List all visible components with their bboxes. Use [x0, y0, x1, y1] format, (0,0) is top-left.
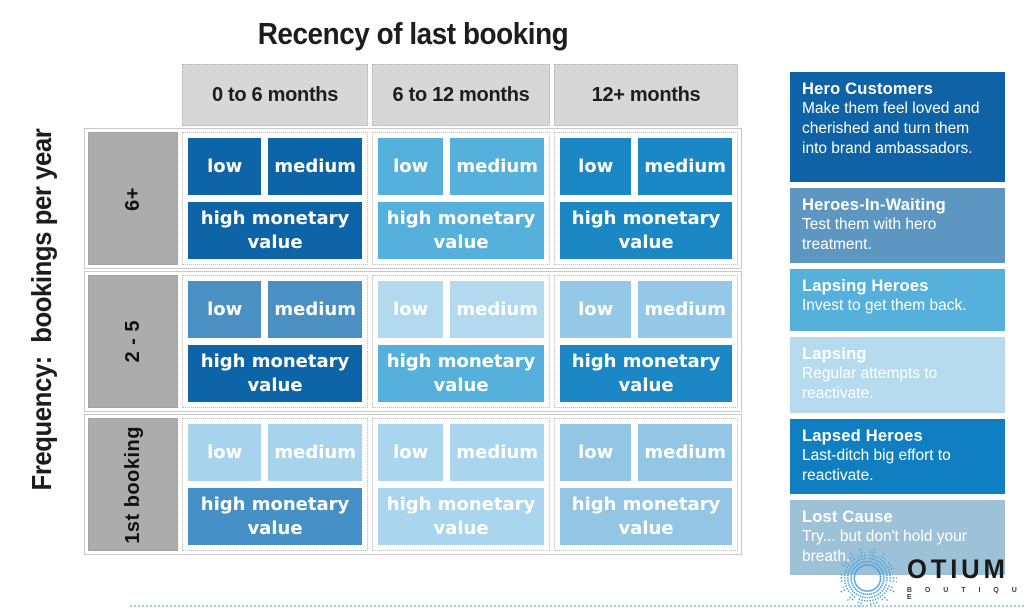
matrix-cell: low medium high monetary value [554, 275, 738, 408]
tile-low: low [378, 424, 444, 481]
tile-high: high monetary value [188, 345, 362, 402]
matrix-cell: low medium high monetary value [372, 275, 550, 408]
tile-medium: medium [638, 281, 732, 338]
legend-block: Lost Cause Try... but don't hold your bre… [790, 499, 1005, 576]
logo-subtitle: B O U T I Q U E [906, 586, 1023, 601]
tile-high: high monetary value [378, 202, 544, 259]
tile-high: high monetary value [188, 488, 362, 545]
tile-high: high monetary value [378, 488, 544, 545]
matrix-row: 2 - 5 low medium high monetary value low medi… [84, 271, 742, 412]
tile-high: high monetary value [560, 202, 732, 259]
tile-medium: medium [638, 424, 732, 481]
legend-block: Lapsing Regular attempts to reactivate. [790, 337, 1005, 413]
matrix-body: 6+ low medium high monetary value low medium h… [84, 128, 742, 555]
matrix-cell: low medium high monetary value [182, 132, 368, 265]
tile-low: low [560, 281, 632, 338]
legend-title: Lapsing Heroes [802, 277, 929, 296]
tile-low: low [188, 424, 262, 481]
matrix-cell: low medium high monetary value [554, 132, 738, 265]
row-header-label: 6+ [121, 186, 144, 211]
matrix-row: 6+ low medium high monetary value low medium h… [84, 128, 742, 269]
legend-title: Lapsing [802, 345, 867, 364]
tile-low: low [188, 138, 262, 195]
row-header: 2 - 5 [88, 275, 178, 408]
matrix-cell: low medium high monetary value [182, 275, 368, 408]
logo-text-block: OTIUM B O U T I Q U E [906, 553, 1024, 601]
logo-text: OTIUM [906, 553, 1009, 584]
tile-medium: medium [450, 138, 544, 195]
column-header: 12+ months [554, 64, 738, 126]
tile-medium: medium [450, 281, 544, 338]
legend-body: Invest to get them back. [802, 297, 967, 315]
row-header-label: 1st booking [121, 425, 144, 544]
matrix-row: 1st booking low medium high monetary value l… [84, 414, 742, 555]
matrix-cell: low medium high monetary value [372, 132, 550, 265]
tile-high: high monetary value [188, 202, 362, 259]
tile-medium: medium [638, 138, 732, 195]
legend-body: Regular attempts to reactivate. [802, 365, 938, 403]
legend-block: Hero Customers Make them feel loved and c… [790, 72, 1005, 182]
legend-title: Lost Cause [802, 507, 893, 526]
y-axis-label-container: Frequency: bookings per year [2, 64, 82, 555]
row-header: 1st booking [88, 418, 178, 551]
tile-medium: medium [268, 424, 362, 481]
tile-medium: medium [268, 138, 362, 195]
matrix-cell: low medium high monetary value [554, 418, 738, 551]
legend-body: Last-ditch big effort to reactivate. [802, 446, 951, 484]
matrix-cell: low medium high monetary value [372, 418, 550, 551]
legend-block: Lapsing Heroes Invest to get them back. [790, 269, 1005, 332]
row-header: 6+ [88, 132, 178, 265]
tile-low: low [378, 138, 444, 195]
tile-low: low [560, 138, 632, 195]
tile-low: low [560, 424, 632, 481]
column-header: 6 to 12 months [372, 64, 550, 126]
tile-high: high monetary value [560, 345, 732, 402]
legend-body: Test them with hero treatment. [802, 216, 937, 254]
column-headers: 0 to 6 months 6 to 12 months 12+ months [182, 64, 742, 126]
rfm-matrix: 0 to 6 months 6 to 12 months 12+ months 6+… [84, 64, 742, 557]
legend-body: Make them feel loved and cherished and t… [802, 100, 980, 158]
tile-medium: medium [450, 424, 544, 481]
sunburst-icon [839, 546, 898, 607]
chart-title: Recency of last booking [257, 16, 569, 51]
legend-block: Heroes-In-Waiting Test them with hero tre… [790, 188, 1005, 264]
legend-title: Heroes-In-Waiting [802, 196, 946, 214]
legend-title: Lapsed Heroes [802, 426, 923, 445]
segment-legend: Hero Customers Make them feel loved and c… [790, 72, 1005, 576]
legend-title: Hero Customers [802, 80, 934, 98]
row-header-label: 2 - 5 [121, 320, 144, 363]
legend-block: Lapsed Heroes Last-ditch big effort to re… [790, 418, 1005, 494]
otium-logo: OTIUM B O U T I Q U E [834, 540, 1024, 616]
column-header: 0 to 6 months [182, 64, 368, 126]
tile-high: high monetary value [560, 488, 732, 545]
tile-high: high monetary value [378, 345, 544, 402]
matrix-cell: low medium high monetary value [182, 418, 368, 551]
tile-low: low [378, 281, 444, 338]
bottom-border-line [130, 605, 1024, 607]
legend-body: Try... but don't hold your breath. [802, 527, 967, 565]
tile-low: low [188, 281, 262, 338]
y-axis-label: Frequency: bookings per year [26, 128, 57, 491]
tile-medium: medium [268, 281, 362, 338]
